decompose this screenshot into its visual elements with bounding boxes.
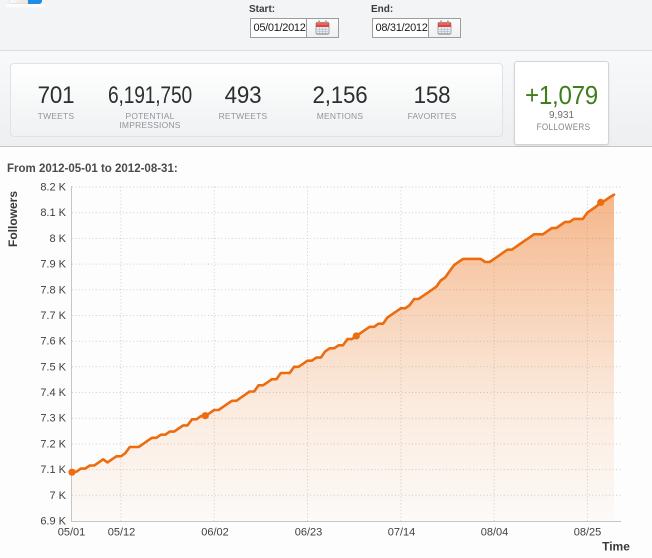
svg-text:6.9 K: 6.9 K [40, 516, 66, 528]
svg-text:7.8 K: 7.8 K [40, 284, 66, 296]
svg-text:7.3 K: 7.3 K [40, 413, 66, 425]
svg-text:7.9 K: 7.9 K [40, 259, 66, 271]
svg-text:07/14: 07/14 [388, 527, 416, 539]
svg-text:08/04: 08/04 [481, 527, 509, 539]
svg-text:8 K: 8 K [49, 233, 66, 245]
svg-text:7.6 K: 7.6 K [40, 336, 66, 348]
svg-text:7.5 K: 7.5 K [40, 361, 66, 373]
svg-text:7.1 K: 7.1 K [40, 464, 66, 476]
svg-text:08/25: 08/25 [574, 527, 602, 539]
svg-text:7.7 K: 7.7 K [40, 310, 66, 322]
svg-text:05/12: 05/12 [108, 527, 136, 539]
svg-text:8.1 K: 8.1 K [40, 207, 66, 219]
svg-text:06/02: 06/02 [201, 527, 229, 539]
svg-text:8.2 K: 8.2 K [40, 182, 66, 194]
svg-text:05/01: 05/01 [58, 527, 86, 539]
svg-text:Time: Time [602, 540, 630, 554]
svg-text:Followers: Followers [6, 191, 20, 247]
svg-text:06/23: 06/23 [295, 527, 323, 539]
svg-text:7 K: 7 K [49, 490, 66, 502]
svg-text:7.2 K: 7.2 K [40, 438, 66, 450]
svg-text:7.4 K: 7.4 K [40, 387, 66, 399]
